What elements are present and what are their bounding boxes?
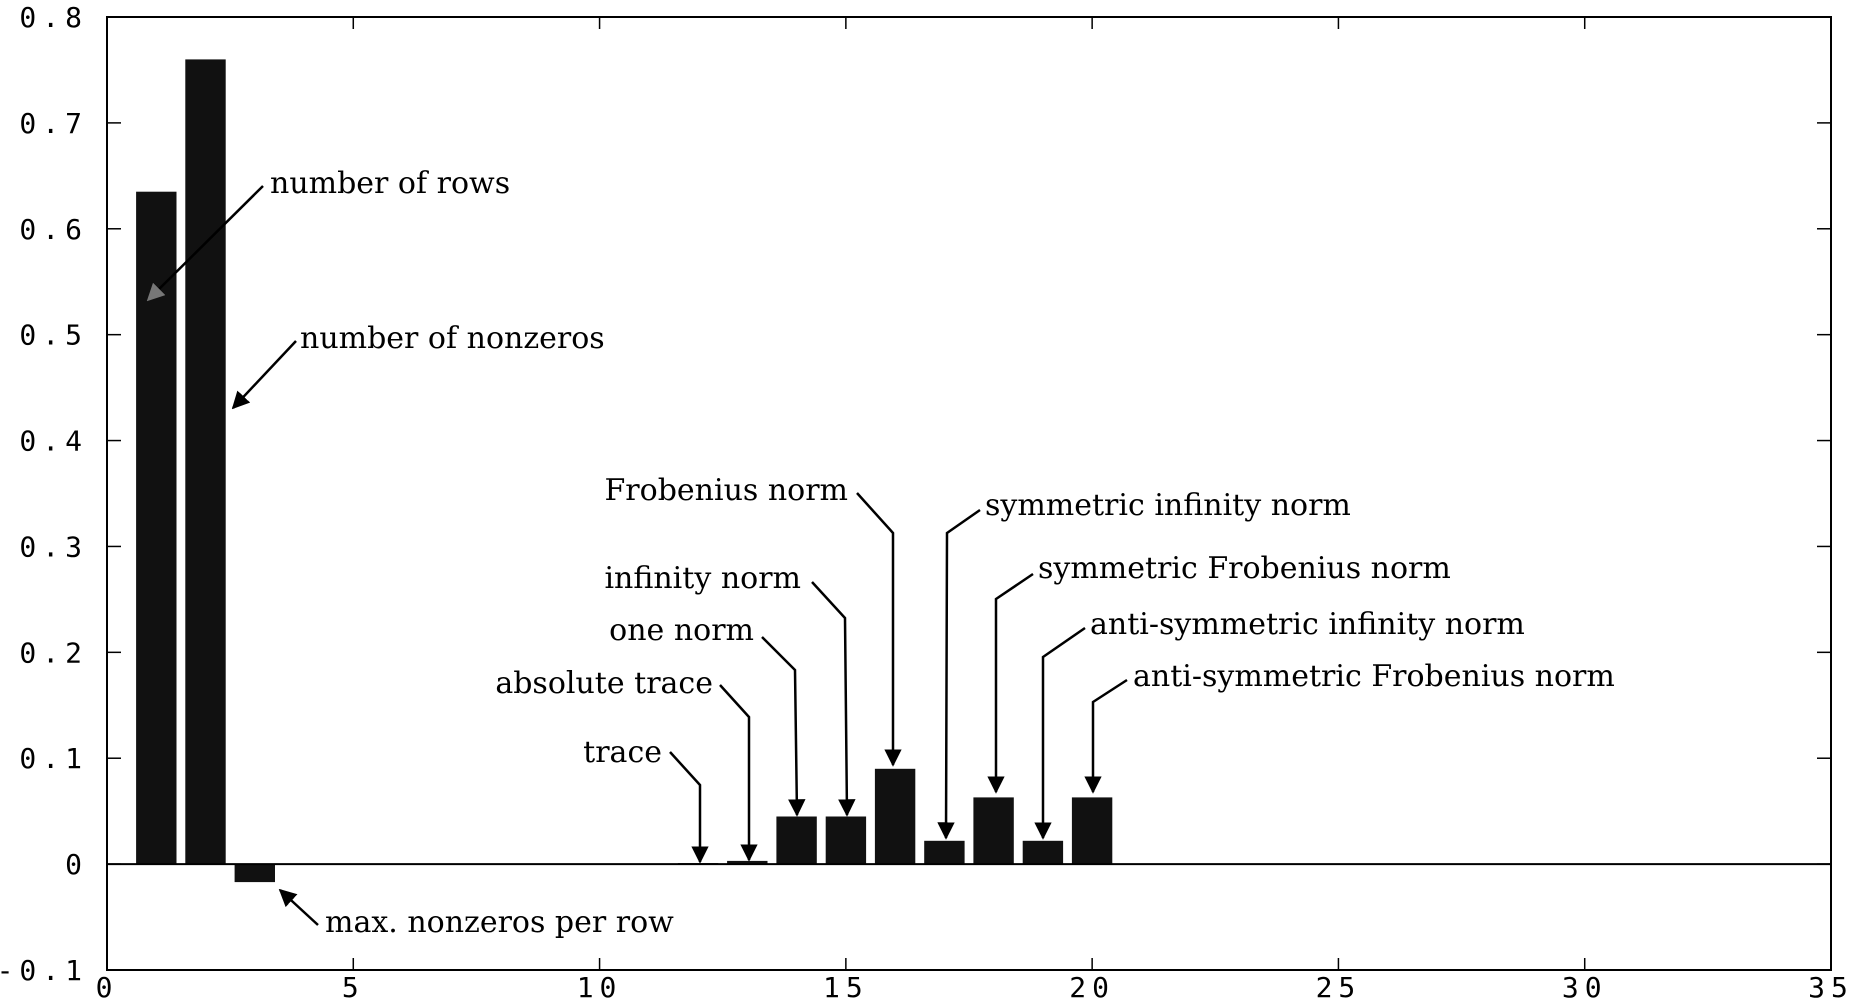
annotation-label-18: symmetric Frobenius norm: [1038, 551, 1451, 586]
y-tick-label: 0.6: [19, 213, 88, 246]
x-tick-label: 15: [823, 971, 869, 1001]
bars: [136, 59, 1113, 883]
annotation-arrow-13: [719, 684, 758, 862]
y-tick-label: 0.2: [19, 636, 88, 669]
y-tick-label: -0.1: [0, 954, 88, 987]
x-tick-label: 5: [342, 971, 365, 1001]
annotation-label-14: one norm: [609, 613, 754, 648]
bar-3: [234, 864, 275, 883]
bar-1: [136, 191, 177, 865]
annotation-arrow-16: [856, 492, 902, 767]
bar-14: [776, 816, 817, 865]
y-tick-label: 0.1: [19, 742, 88, 775]
y-tick-label: 0.7: [19, 107, 88, 140]
annotation-arrow-14: [761, 636, 806, 817]
bar-20: [1071, 797, 1113, 865]
annotations: number of rows number of nonzeros max. non…: [146, 166, 1615, 940]
plot-frame: [106, 16, 1832, 971]
annotation-arrow-19: [1034, 626, 1086, 840]
x-tick-label: 30: [1562, 971, 1608, 1001]
annotation-arrow-3: [278, 888, 319, 926]
annotation-label-19: anti-symmetric infinity norm: [1090, 607, 1525, 642]
annotation-label-1: number of rows: [270, 166, 510, 201]
annotation-label-2: number of nonzeros: [300, 321, 605, 356]
annotation-arrow-1: [146, 185, 264, 302]
x-tick-label: 35: [1808, 971, 1854, 1001]
bar-19: [1022, 840, 1064, 865]
y-tick-label: 0.3: [19, 530, 88, 563]
x-tick-label: 0: [96, 971, 119, 1001]
annotation-label-16: Frobenius norm: [604, 473, 848, 508]
annotation-label-3: max. nonzeros per row: [325, 905, 674, 940]
y-tick-label: 0.4: [19, 425, 88, 458]
annotation-label-17: symmetric infinity norm: [985, 488, 1351, 523]
y-tick-label: 0.5: [19, 319, 88, 352]
annotation-arrow-20: [1084, 678, 1128, 794]
annotation-label-12: trace: [583, 735, 662, 770]
bar-18: [973, 797, 1014, 865]
bar-16: [874, 768, 916, 865]
annotation-label-15: infinity norm: [604, 561, 801, 596]
x-tick-label: 25: [1316, 971, 1362, 1001]
annotation-arrow-2: [231, 340, 297, 410]
y-tick-label: 0: [65, 848, 88, 881]
annotation-label-20: anti-symmetric Frobenius norm: [1133, 659, 1615, 694]
bar-15: [825, 816, 867, 865]
x-tick-label: 20: [1069, 971, 1115, 1001]
y-tick-label: 0.8: [19, 1, 88, 34]
annotation-arrow-17: [937, 508, 981, 840]
bar-13: [727, 860, 768, 865]
annotation-arrow-18: [987, 572, 1034, 794]
annotation-arrow-12: [669, 751, 709, 864]
bar-17: [924, 840, 965, 865]
annotation-label-13: absolute trace: [495, 666, 713, 701]
bar-2: [185, 59, 226, 865]
annotation-arrow-15: [811, 581, 856, 817]
x-tick-label: 10: [577, 971, 623, 1001]
